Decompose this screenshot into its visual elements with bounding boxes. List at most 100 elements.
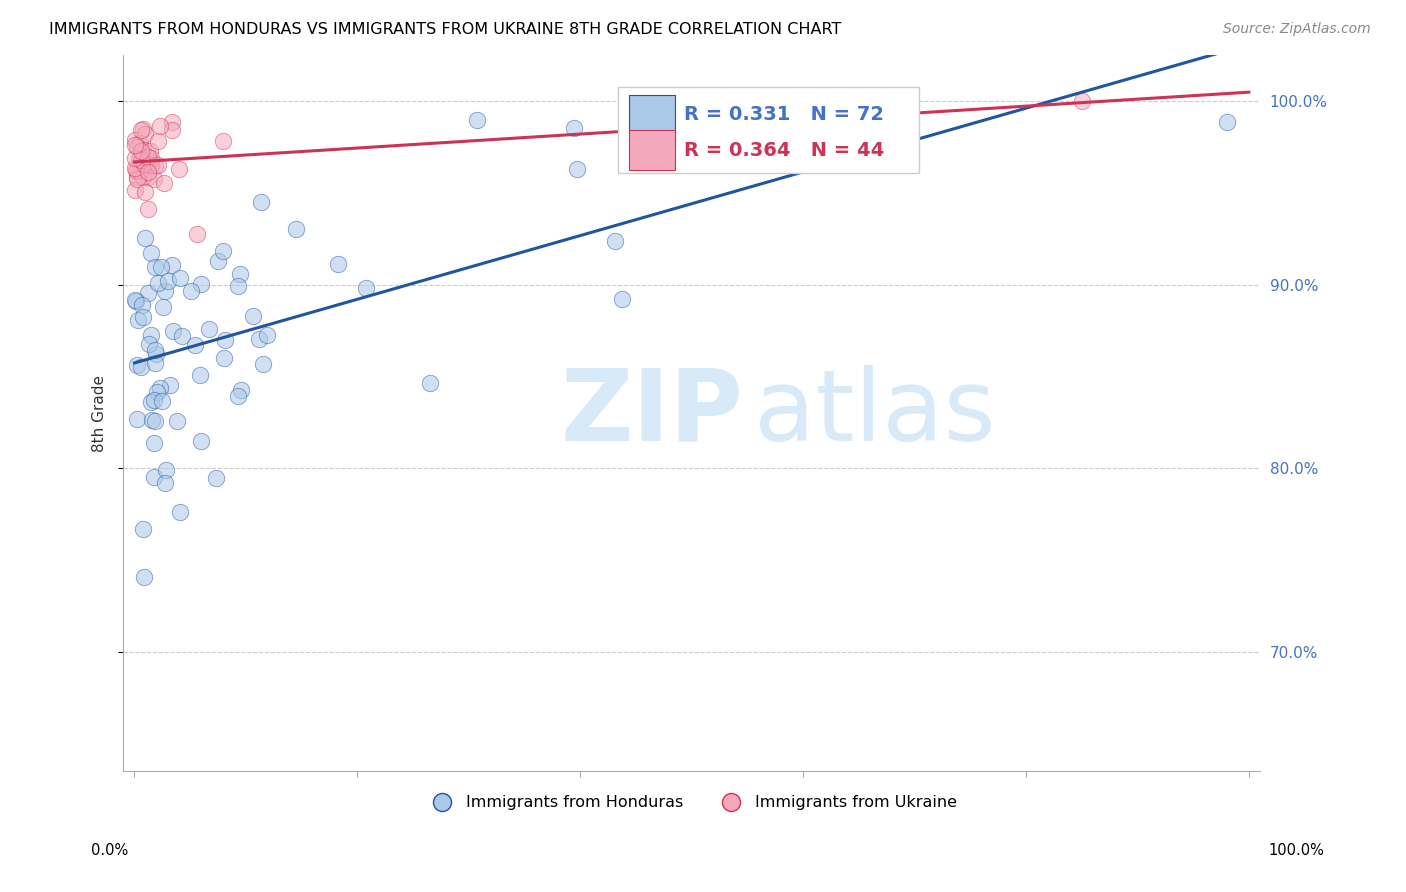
Point <box>326 257 349 271</box>
Point <box>138 153 160 168</box>
Point <box>145 347 167 361</box>
Point <box>284 222 307 236</box>
Point <box>153 476 176 491</box>
Point <box>188 368 211 382</box>
Point <box>207 254 229 268</box>
Point <box>143 356 166 370</box>
Point <box>127 172 149 186</box>
Point <box>166 414 188 428</box>
Point <box>1070 94 1092 108</box>
Point <box>172 329 194 343</box>
Point <box>160 123 183 137</box>
Point <box>125 358 148 372</box>
Point <box>155 285 177 299</box>
Point <box>127 140 149 154</box>
Point <box>186 227 208 242</box>
Point <box>226 278 249 293</box>
Point <box>125 163 148 178</box>
Point <box>180 284 202 298</box>
Point <box>169 505 191 519</box>
Point <box>128 160 150 174</box>
Point <box>131 298 153 312</box>
Point <box>129 123 152 137</box>
Point <box>226 389 249 403</box>
Point <box>124 183 146 197</box>
Point <box>356 281 378 295</box>
Point <box>149 119 172 133</box>
Point <box>247 333 270 347</box>
Point <box>214 334 236 348</box>
Point <box>134 231 156 245</box>
Point <box>143 343 166 357</box>
Point <box>127 312 149 326</box>
Point <box>125 412 148 426</box>
Point <box>125 294 148 309</box>
Point <box>169 161 191 176</box>
Point <box>204 471 226 485</box>
Point <box>242 310 264 324</box>
Point <box>190 434 212 448</box>
Point <box>465 113 488 128</box>
Point <box>150 393 173 408</box>
Point <box>183 338 205 352</box>
Point <box>160 115 183 129</box>
Point <box>132 310 155 324</box>
Point <box>124 151 146 165</box>
Point <box>169 271 191 285</box>
Point <box>131 121 153 136</box>
Point <box>136 202 159 216</box>
Point <box>129 136 152 151</box>
Text: 100.0%: 100.0% <box>1268 843 1324 858</box>
Point <box>229 267 252 281</box>
Point <box>132 522 155 536</box>
Point <box>562 120 585 135</box>
Point <box>565 162 588 177</box>
Point <box>124 133 146 147</box>
Point <box>143 171 166 186</box>
Text: ZIP: ZIP <box>561 365 744 461</box>
Point <box>131 152 153 166</box>
Point <box>148 276 170 290</box>
Bar <box>628 95 675 134</box>
Text: R = 0.364   N = 44: R = 0.364 N = 44 <box>683 141 884 160</box>
Point <box>250 194 273 209</box>
Point <box>256 327 278 342</box>
Point <box>134 127 156 141</box>
Point <box>142 392 165 407</box>
Point <box>136 286 159 301</box>
Point <box>146 134 169 148</box>
Point <box>162 324 184 338</box>
Point <box>138 337 160 351</box>
Point <box>136 170 159 185</box>
Point <box>141 395 163 409</box>
Point <box>136 150 159 164</box>
Text: 0.0%: 0.0% <box>91 843 128 858</box>
Point <box>212 244 235 258</box>
Point <box>150 260 173 275</box>
Point <box>129 359 152 374</box>
Point <box>143 159 166 173</box>
Point <box>125 169 148 184</box>
Point <box>132 170 155 185</box>
Point <box>139 246 162 260</box>
Point <box>612 292 634 306</box>
Point <box>129 153 152 167</box>
Point <box>132 570 155 584</box>
Point <box>157 274 180 288</box>
Text: R = 0.331   N = 72: R = 0.331 N = 72 <box>683 105 884 124</box>
Bar <box>628 130 675 169</box>
Point <box>132 143 155 157</box>
Text: atlas: atlas <box>754 365 995 461</box>
Point <box>214 351 236 365</box>
Point <box>143 260 166 274</box>
Legend: Immigrants from Honduras, Immigrants from Ukraine: Immigrants from Honduras, Immigrants fro… <box>420 789 963 817</box>
Point <box>603 234 626 248</box>
Point <box>128 152 150 166</box>
Point <box>252 357 274 371</box>
Point <box>129 144 152 158</box>
Point <box>419 376 441 391</box>
Point <box>155 463 177 477</box>
Point <box>1215 114 1237 128</box>
Point <box>152 300 174 314</box>
Y-axis label: 8th Grade: 8th Grade <box>93 375 107 451</box>
